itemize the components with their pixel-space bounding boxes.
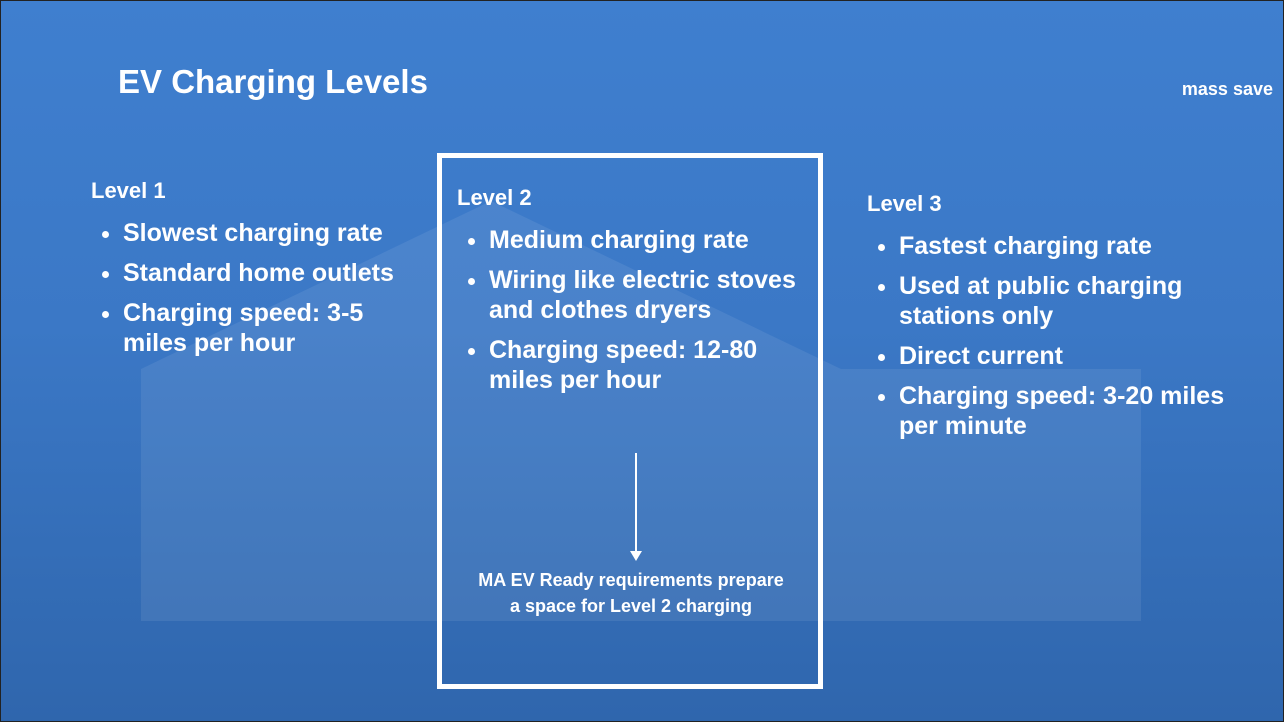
column: Level 3 Fastest charging rate Used at publ… bbox=[867, 189, 1267, 451]
bullet: Wiring like electric stoves and clothes … bbox=[489, 265, 817, 325]
bullet: Charging speed: 3-20 miles per minute bbox=[899, 381, 1267, 441]
bullet: Standard home outlets bbox=[123, 258, 411, 288]
column-heading: Level 2 bbox=[457, 185, 532, 210]
bullet-list: Medium charging rate Wiring like electric… bbox=[457, 225, 817, 395]
bullet: Slowest charging rate bbox=[123, 218, 411, 248]
title: EV Charging Levels bbox=[118, 63, 428, 100]
arrowhead bbox=[630, 551, 642, 561]
note: MA EV Ready requirements prepare a space… bbox=[478, 570, 784, 616]
bullet-list: Fastest charging rate Used at public char… bbox=[867, 231, 1267, 441]
highlight-box bbox=[437, 153, 823, 689]
column: Level 2 Medium charging rate Wiring like e… bbox=[457, 183, 817, 405]
bullet: Fastest charging rate bbox=[899, 231, 1267, 261]
bullet: Charging speed: 3-5 miles per hour bbox=[123, 298, 411, 358]
bullet: Charging speed: 12-80 miles per hour bbox=[489, 335, 817, 395]
bullet: Direct current bbox=[899, 341, 1267, 371]
column-heading: Level 3 bbox=[867, 191, 942, 216]
column-heading: Level 1 bbox=[91, 178, 166, 203]
bullet: Used at public charging stations only bbox=[899, 271, 1267, 331]
bullet: Medium charging rate bbox=[489, 225, 817, 255]
column: Level 1 Slowest charging rate Standard hom… bbox=[91, 176, 411, 368]
logo: mass save bbox=[1181, 79, 1273, 99]
bullet-list: Slowest charging rate Standard home outle… bbox=[91, 218, 411, 358]
arrow bbox=[635, 453, 637, 553]
